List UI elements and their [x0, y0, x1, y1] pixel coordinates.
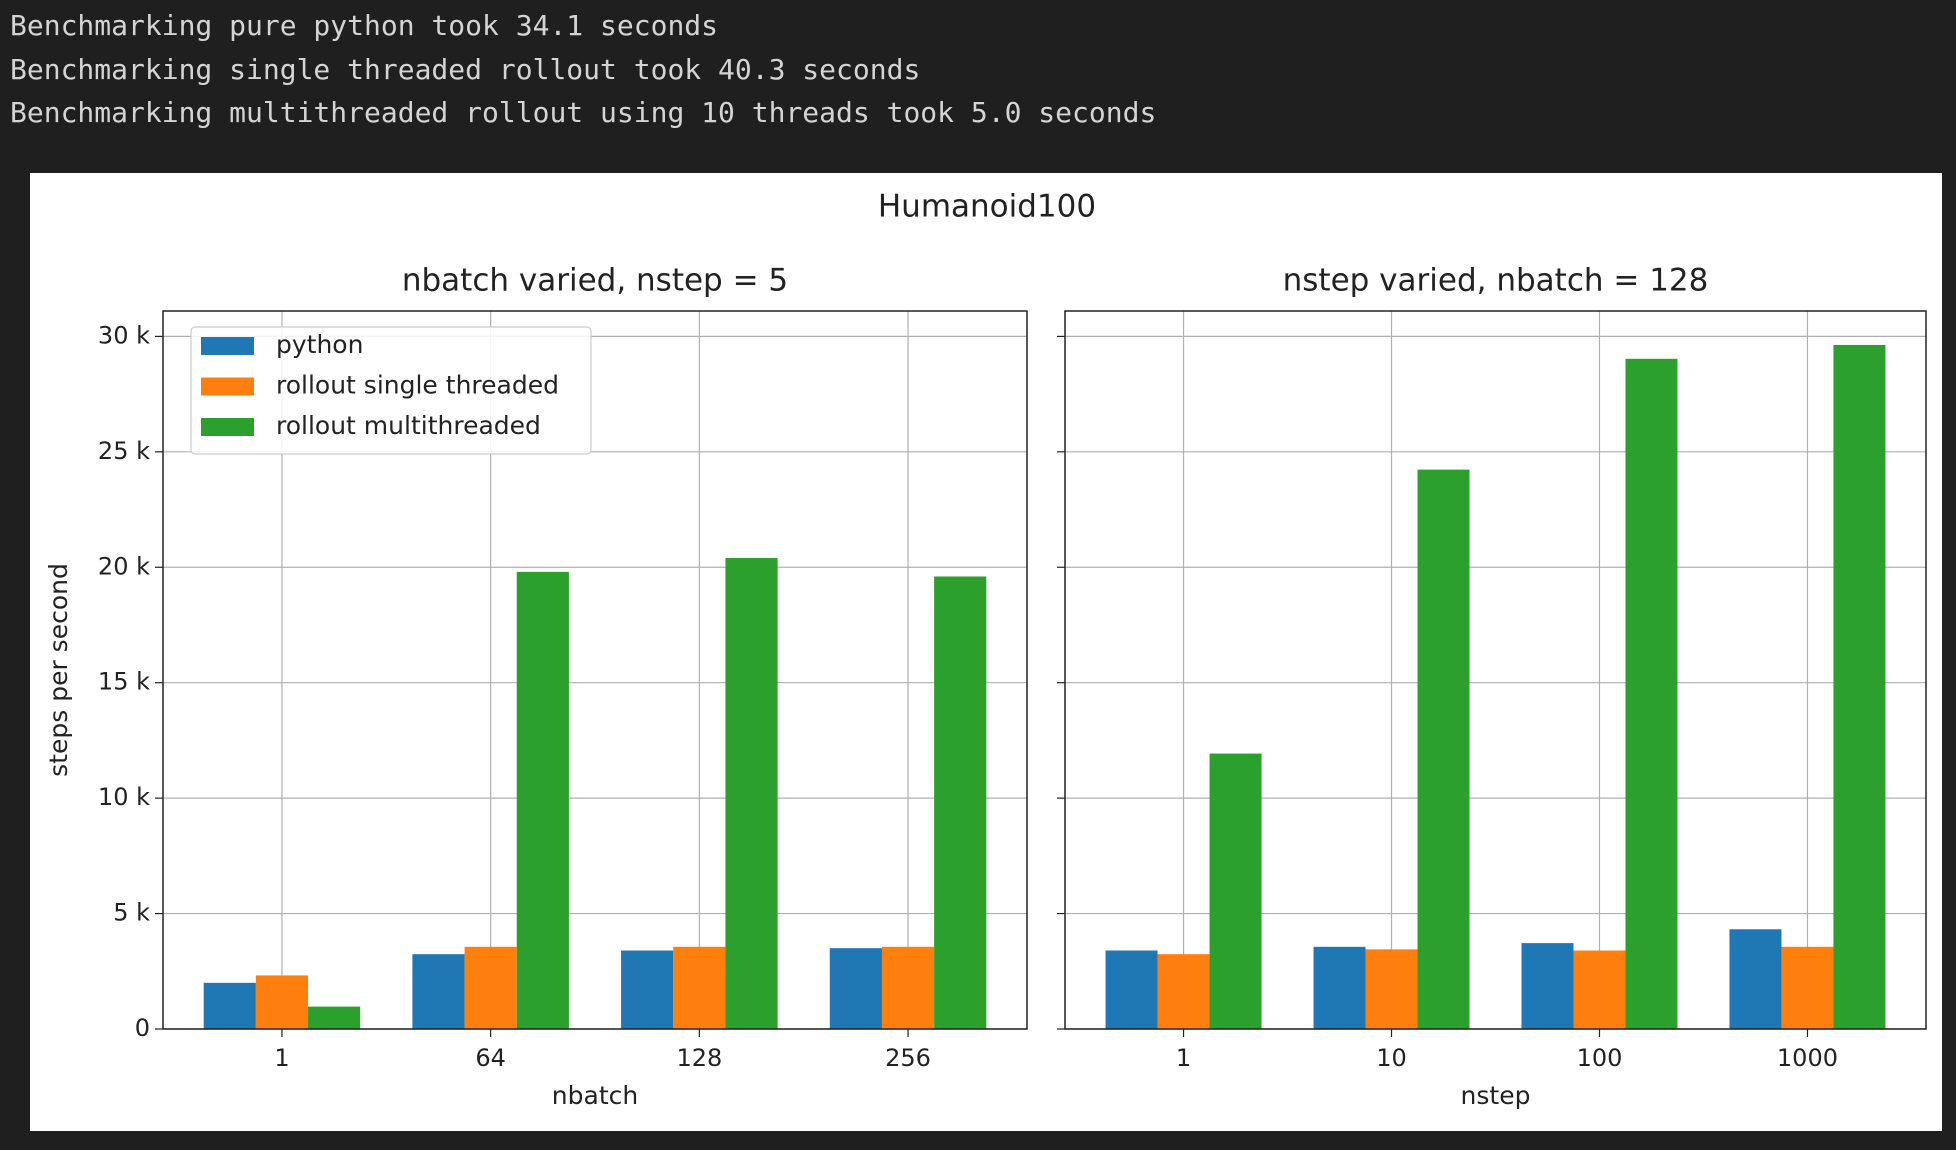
bar: [1521, 943, 1574, 1029]
bar: [1573, 950, 1626, 1029]
console-line: Benchmarking pure python took 34.1 secon…: [10, 9, 719, 42]
legend: python rollout single threaded rollout mul…: [190, 326, 592, 455]
bar: [1209, 753, 1262, 1029]
x-tick-label: 1000: [1777, 1044, 1838, 1072]
bar: [203, 982, 256, 1029]
x-axis-label: nbatch: [552, 1081, 638, 1110]
bar: [1781, 946, 1834, 1029]
y-tick-label: 30 k: [98, 321, 150, 349]
console-line: Benchmarking single threaded rollout too…: [10, 52, 921, 86]
x-tick-label: 100: [1577, 1044, 1623, 1072]
bar: [308, 1006, 361, 1029]
axes-frame: [1064, 310, 1927, 1030]
axes-frame: [162, 310, 1028, 1030]
y-tick-label: 25 k: [98, 437, 150, 465]
legend-frame: [190, 326, 592, 455]
bar: [725, 558, 778, 1029]
console-line: Benchmarking multithreaded rollout using…: [10, 96, 1157, 129]
figure-title: Humanoid100: [878, 189, 1096, 225]
bar: [1105, 950, 1158, 1029]
x-tick-label: 64: [475, 1044, 506, 1072]
y-tick-label: 20 k: [98, 552, 150, 580]
x-tick-label: 256: [885, 1044, 931, 1072]
x-tick-label: 1: [1176, 1044, 1191, 1072]
bar: [621, 950, 674, 1029]
bar: [412, 954, 465, 1029]
bar: [829, 948, 882, 1029]
x-axis-label: nstep: [1461, 1081, 1531, 1110]
bar: [1157, 954, 1210, 1029]
console-output: Benchmarking pure python took 34.1 secon…: [10, 4, 1156, 135]
bar: [1313, 946, 1366, 1029]
x-tick-label: 1: [274, 1044, 289, 1072]
bar: [1365, 949, 1418, 1029]
bar: [673, 946, 726, 1029]
y-tick-label: 0: [135, 1014, 150, 1042]
y-tick-label: 15 k: [98, 668, 150, 696]
bar: [1833, 344, 1886, 1029]
legend-swatch: [201, 418, 254, 436]
bar: [1625, 358, 1678, 1030]
bar: [1729, 929, 1782, 1029]
axes-title: nstep varied, nbatch = 128: [1283, 263, 1709, 299]
y-axis-label: steps per second: [44, 563, 73, 777]
bar: [1417, 469, 1470, 1029]
y-tick-label: 10 k: [98, 783, 150, 811]
x-tick-label: 10: [1376, 1044, 1407, 1072]
bar: [464, 946, 517, 1029]
y-tick-label: 5 k: [113, 899, 150, 927]
bar: [255, 975, 309, 1029]
bar: [516, 571, 569, 1029]
bar: [881, 946, 935, 1029]
legend-label: rollout multithreaded: [276, 411, 541, 440]
legend-swatch: [201, 377, 254, 396]
legend-label: rollout single threaded: [276, 371, 559, 400]
x-tick-label: 128: [676, 1044, 722, 1072]
axes-title: nbatch varied, nstep = 5: [402, 263, 788, 299]
bar: [934, 576, 987, 1029]
legend-label: python: [276, 330, 363, 359]
legend-swatch: [201, 337, 254, 355]
